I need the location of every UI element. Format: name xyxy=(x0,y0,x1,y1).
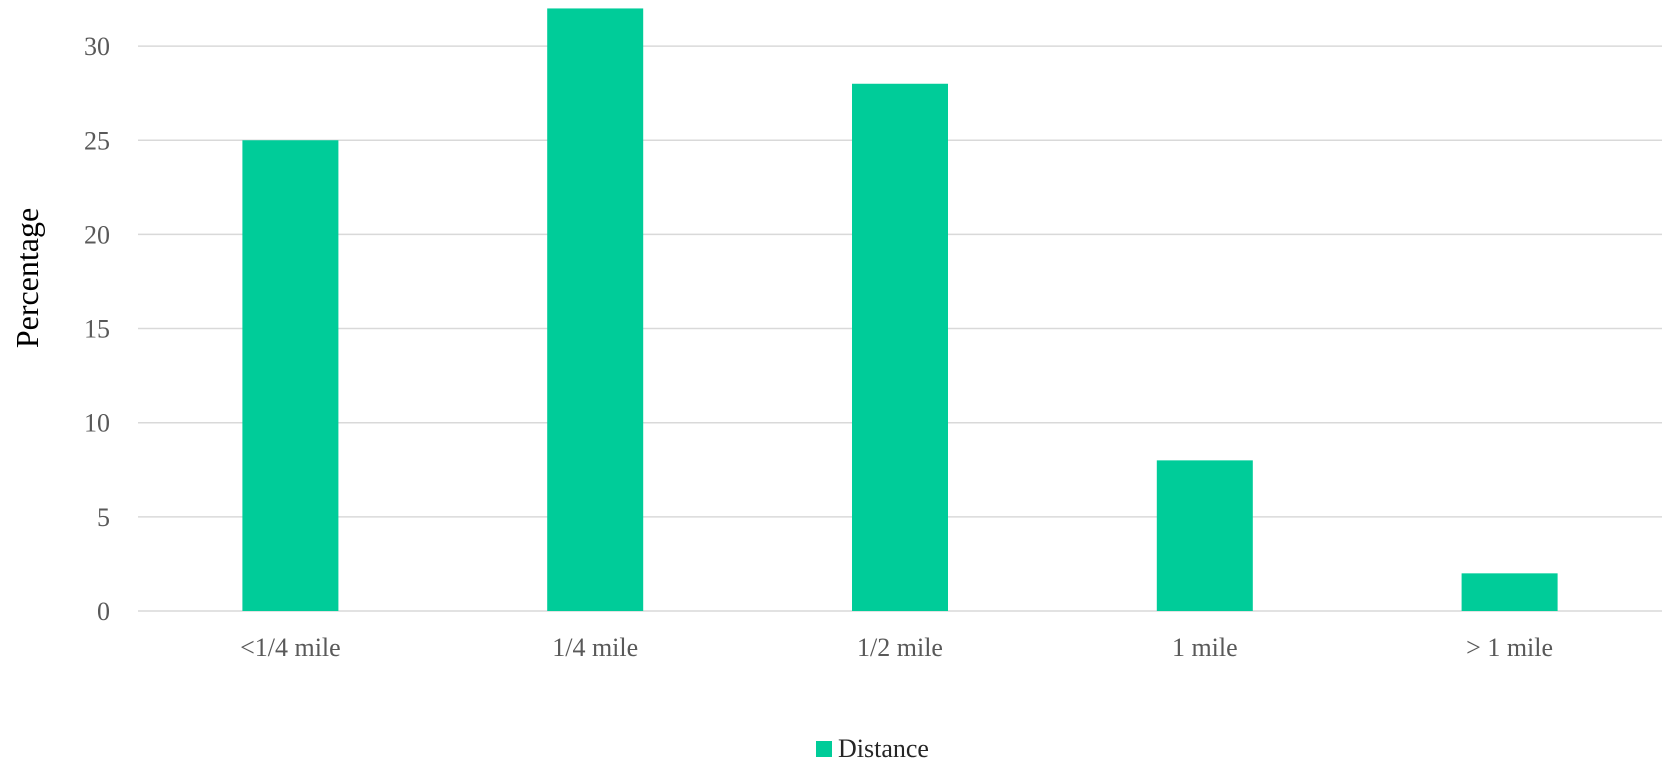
x-tick-label: 1/4 mile xyxy=(552,633,638,662)
legend-label-distance: Distance xyxy=(838,734,929,763)
y-tick-label: 30 xyxy=(84,32,110,61)
y-tick-label: 25 xyxy=(84,126,110,155)
y-axis-title: Percentage xyxy=(9,208,45,348)
x-tick-labels: <1/4 mile 1/4 mile 1/2 mile 1 mile > 1 mile xyxy=(240,633,1553,662)
y-tick-label: 15 xyxy=(84,315,110,344)
legend-swatch-distance xyxy=(816,741,832,757)
legend: Distance xyxy=(816,734,929,763)
bar-4 xyxy=(1461,573,1558,611)
bar-2 xyxy=(852,83,948,611)
x-tick-label: 1/2 mile xyxy=(857,633,943,662)
bar-3 xyxy=(1156,460,1253,611)
x-tick-label: <1/4 mile xyxy=(240,633,341,662)
bar-0 xyxy=(242,140,339,611)
y-tick-label: 20 xyxy=(84,220,110,249)
x-tick-label: > 1 mile xyxy=(1466,633,1553,662)
x-tick-label: 1 mile xyxy=(1172,633,1238,662)
y-tick-labels: 0 5 10 15 20 25 30 xyxy=(84,32,110,626)
bars xyxy=(242,8,1558,611)
y-tick-label: 10 xyxy=(84,409,110,438)
bar-1 xyxy=(547,8,644,611)
y-tick-label: 0 xyxy=(97,597,110,626)
y-tick-label: 5 xyxy=(97,503,110,532)
